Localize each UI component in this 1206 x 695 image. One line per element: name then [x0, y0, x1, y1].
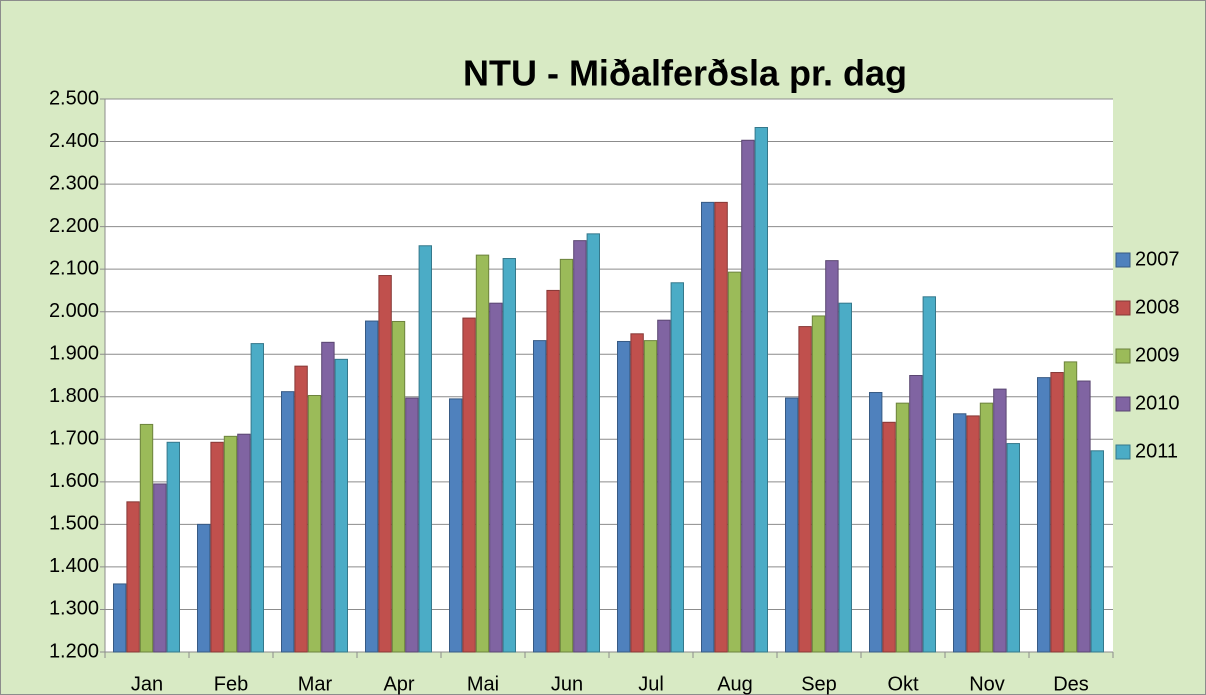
plot-area	[105, 99, 1113, 652]
y-tick-label: 1.500	[49, 513, 99, 535]
bar	[993, 388, 1007, 653]
bar	[630, 333, 644, 653]
bar	[294, 365, 308, 653]
y-tick-label: 1.600	[49, 470, 99, 492]
bar	[365, 320, 379, 653]
bar	[250, 343, 265, 653]
y-tick-label: 1.400	[49, 555, 99, 577]
y-tick-label: 2.200	[49, 215, 99, 237]
bar	[586, 233, 600, 653]
bar	[979, 402, 994, 653]
bar	[378, 275, 392, 653]
x-tick-label: Jun	[551, 673, 583, 695]
legend-label: 2010	[1135, 392, 1180, 414]
bar	[546, 289, 560, 653]
legend-swatch	[1115, 348, 1131, 364]
bar	[405, 397, 419, 653]
bar	[643, 340, 658, 653]
x-tick-label: Apr	[383, 673, 414, 695]
bar	[113, 583, 127, 653]
legend-label: 2008	[1135, 296, 1180, 318]
x-tick-label: Okt	[887, 673, 919, 695]
bar	[741, 139, 755, 653]
x-tick-label: Jan	[131, 673, 163, 695]
x-tick-label: Des	[1053, 673, 1089, 695]
x-tick-label: Nov	[969, 673, 1005, 695]
y-tick-label: 1.200	[49, 640, 99, 662]
bar	[1006, 443, 1020, 653]
bar	[391, 320, 406, 653]
bar	[825, 260, 839, 653]
bar	[754, 127, 768, 653]
bar	[559, 258, 574, 653]
bar	[785, 397, 799, 653]
x-tick-label: Mai	[467, 673, 499, 695]
bar	[966, 415, 980, 653]
bar	[166, 441, 181, 653]
bar	[139, 423, 154, 653]
bar	[838, 302, 852, 653]
legend-label: 2007	[1135, 248, 1180, 270]
y-tick-label: 2.000	[49, 300, 99, 322]
bar	[922, 296, 936, 653]
y-tick-label: 1.900	[49, 343, 99, 365]
bar	[895, 402, 910, 653]
bar	[617, 340, 631, 653]
bar	[418, 245, 433, 653]
y-tick-label: 2.300	[49, 172, 99, 194]
bar	[223, 435, 238, 653]
bar	[502, 258, 517, 653]
x-tick-label: Aug	[717, 673, 753, 695]
x-tick-label: Feb	[214, 673, 248, 695]
bar	[197, 523, 211, 653]
bar	[533, 340, 547, 653]
bar	[1063, 361, 1078, 653]
bar	[701, 201, 715, 653]
bar	[714, 201, 728, 653]
legend-label: 2011	[1135, 440, 1178, 462]
bar	[909, 375, 923, 653]
bar	[869, 392, 883, 653]
bar	[573, 240, 587, 653]
bar	[727, 271, 742, 653]
bar	[449, 398, 463, 653]
x-tick-label: Jul	[638, 673, 664, 695]
bar	[475, 254, 490, 653]
x-tick-label: Mar	[298, 673, 333, 695]
bar	[882, 421, 896, 653]
legend-label: 2009	[1135, 344, 1180, 366]
bar	[307, 394, 322, 653]
bar	[1037, 377, 1051, 653]
legend-swatch	[1115, 300, 1131, 316]
bar	[126, 501, 140, 653]
legend-swatch	[1115, 444, 1131, 460]
bar	[798, 326, 812, 653]
bar	[1050, 372, 1064, 653]
bar	[462, 317, 476, 653]
chart-title: NTU - Miðalferðsla pr. dag	[463, 53, 907, 94]
bar	[210, 441, 224, 653]
bar	[321, 341, 335, 653]
x-tick-label: Sep	[801, 673, 837, 695]
y-tick-label: 2.100	[49, 257, 99, 279]
bar	[489, 302, 503, 653]
y-tick-label: 2.500	[49, 87, 99, 109]
bar	[153, 483, 167, 653]
bar	[953, 413, 967, 653]
bar	[237, 433, 251, 653]
y-tick-label: 1.700	[49, 428, 99, 450]
bar	[670, 282, 684, 653]
bar	[1077, 380, 1091, 653]
bar	[657, 319, 671, 653]
bar	[281, 391, 295, 653]
y-tick-label: 1.800	[49, 385, 99, 407]
y-tick-label: 1.300	[49, 598, 99, 620]
y-tick-label: 2.400	[49, 130, 99, 152]
bar	[334, 358, 349, 653]
legend-swatch	[1115, 396, 1131, 412]
bar	[811, 315, 826, 653]
bar	[1090, 450, 1104, 653]
legend-swatch	[1115, 252, 1131, 268]
